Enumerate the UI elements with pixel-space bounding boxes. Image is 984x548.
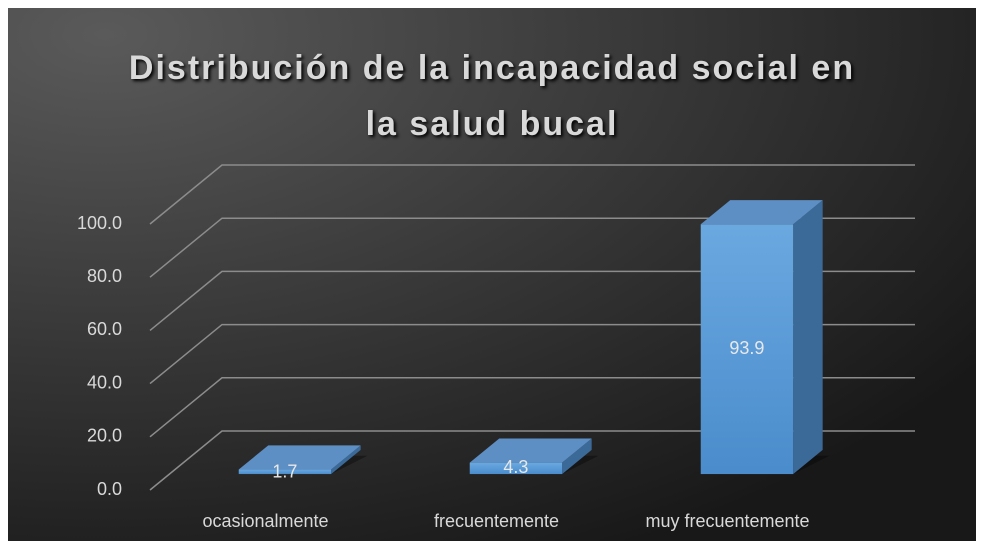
data-label: 1.7 — [272, 461, 297, 481]
bar-side — [793, 200, 823, 475]
y-tick-label: 20.0 — [87, 426, 122, 446]
y-tick-label: 0.0 — [97, 479, 122, 499]
bar — [700, 224, 794, 475]
bar-top — [238, 445, 361, 470]
bar — [469, 462, 563, 475]
grid-line — [149, 377, 915, 438]
bar-side — [331, 445, 361, 475]
x-tick-label: frecuentemente — [434, 511, 559, 531]
x-tick-label: muy frecuentemente — [645, 511, 809, 531]
data-label: 4.3 — [503, 457, 528, 477]
grid-line — [149, 164, 915, 225]
grid-line — [149, 270, 915, 331]
bar-side — [562, 438, 592, 475]
x-tick-label: ocasionalmente — [202, 511, 328, 531]
y-tick-label: 100.0 — [77, 213, 122, 233]
grid-line — [149, 430, 915, 491]
y-tick-label: 60.0 — [87, 319, 122, 339]
y-tick-label: 80.0 — [87, 266, 122, 286]
grid-line — [149, 217, 915, 278]
bar — [238, 469, 332, 475]
bar-top — [700, 200, 823, 225]
y-tick-label: 40.0 — [87, 372, 122, 392]
grid-line — [149, 323, 915, 385]
chart-title: Distribución de la incapacidad social en… — [128, 49, 856, 143]
bar-top — [469, 438, 592, 463]
data-label: 93.9 — [729, 338, 764, 358]
